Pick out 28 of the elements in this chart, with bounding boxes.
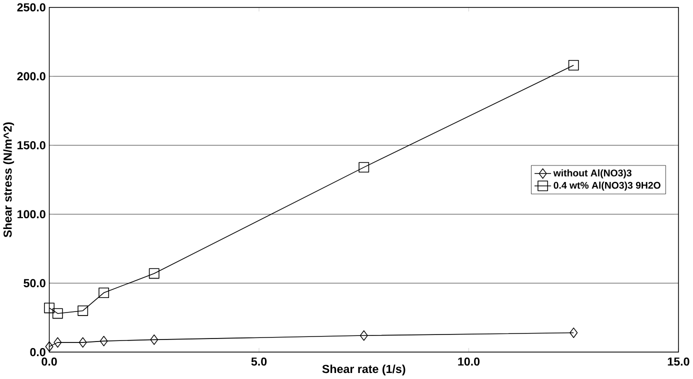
- x-axis-title: Shear rate (1/s): [322, 364, 406, 376]
- x-tick-label: 0.0: [42, 358, 57, 366]
- point: [360, 330, 368, 341]
- point: [78, 306, 88, 316]
- point: [150, 334, 158, 346]
- legend-label: without Al(NO3)3: [553, 170, 632, 179]
- point: [98, 288, 110, 298]
- y-tick-label: 100.0: [18, 210, 46, 218]
- point: [52, 308, 63, 319]
- point: [358, 162, 370, 173]
- y-tick-label: 50.0: [24, 279, 46, 288]
- point: [148, 268, 160, 279]
- y-tick-label: 150.0: [18, 141, 46, 150]
- x-tick-label: 15.0: [668, 358, 690, 366]
- point: [568, 60, 579, 71]
- point: [54, 337, 62, 348]
- y-tick-label: 250.0: [17, 3, 46, 12]
- x-tick-label: 10.0: [458, 358, 480, 366]
- point: [45, 342, 54, 352]
- y-tick-label: 200.0: [17, 72, 46, 81]
- y-axis-title: Shear stress (N/m^2): [3, 122, 14, 238]
- y-tick-label: 0.0: [30, 348, 46, 356]
- point: [78, 337, 87, 348]
- x-tick-label: 5.0: [251, 358, 267, 366]
- point: [100, 336, 108, 346]
- point: [44, 302, 55, 314]
- point: [570, 328, 578, 338]
- legend-label: 0.4 wt% Al(NO3)3 9H2O: [554, 182, 660, 191]
